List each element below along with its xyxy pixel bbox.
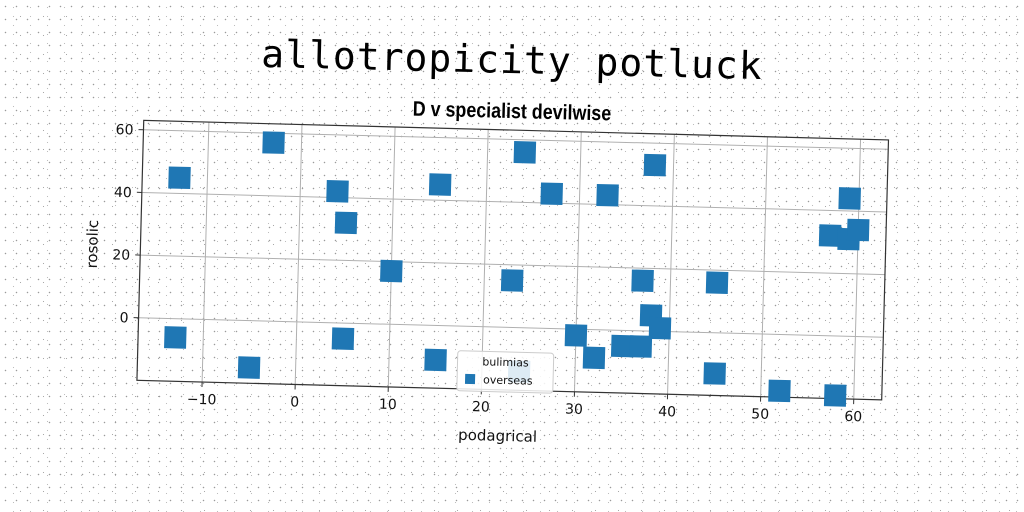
x-tick-label: 60	[844, 409, 862, 425]
scatter-point	[334, 211, 358, 235]
y-tick-label: 20	[112, 247, 130, 263]
y-tick-label: 0	[119, 310, 128, 326]
scatter-point	[582, 346, 606, 370]
scatter-point	[610, 334, 634, 358]
x-tick-label: 30	[565, 402, 583, 418]
x-gridline	[573, 131, 582, 392]
scatter-point	[643, 153, 667, 177]
x-gridline	[480, 129, 489, 390]
x-axis-label: podagrical	[458, 426, 537, 446]
legend-box	[456, 350, 555, 394]
scatter-point	[326, 180, 349, 203]
x-gridline	[667, 134, 675, 395]
scatter-point	[424, 348, 447, 372]
x-gridline	[201, 122, 210, 383]
scatter-point	[331, 327, 355, 351]
scatter-point	[540, 182, 563, 206]
y-gridline	[141, 191, 887, 213]
scatter-point	[596, 183, 619, 207]
legend-label-overseas: overseas	[483, 373, 533, 387]
tick-layer: −10 0 10 20 30 40 50 60 0 20 40 60	[112, 122, 862, 425]
y-gridline	[140, 254, 885, 276]
y-gridline	[138, 317, 884, 338]
x-tick-label: −10	[187, 392, 217, 409]
scatter-point	[500, 269, 524, 292]
x-tick-label: 10	[379, 397, 397, 413]
plot-group: −10 0 10 20 30 40 50 60 0 20 40 60 podagrical rosol…	[83, 119, 890, 446]
scatter-point	[428, 173, 452, 196]
points-layer	[164, 131, 870, 407]
scatter-point	[818, 224, 842, 247]
scatter-point	[168, 166, 191, 190]
scatter-point	[262, 131, 285, 154]
x-gridline	[760, 136, 768, 397]
x-tick-label: 20	[472, 399, 490, 415]
y-axis-label: rosolic	[83, 220, 102, 269]
scatter-point	[705, 271, 729, 294]
scatter-point	[380, 259, 403, 283]
x-gridline	[853, 139, 862, 400]
scatter-point	[648, 316, 672, 340]
legend-marker-overseas	[464, 373, 476, 385]
x-tick-label: 50	[751, 406, 769, 422]
x-tick-label: 0	[290, 394, 299, 410]
scatter-point	[823, 384, 847, 407]
scatter-point	[564, 324, 588, 347]
scatter-point	[631, 269, 654, 293]
y-tick-label: 60	[115, 122, 133, 138]
scatter-point	[237, 356, 261, 379]
scatter-point	[164, 326, 187, 349]
x-gridline	[294, 124, 303, 385]
scatter-point	[629, 335, 653, 358]
legend-title: bulimias	[482, 355, 529, 369]
scatter-point	[846, 218, 870, 242]
scatter-point	[703, 362, 726, 385]
x-gridline	[387, 126, 396, 387]
scatter-point	[513, 141, 537, 164]
x-tick-label: 40	[658, 404, 676, 420]
scatter-point	[768, 379, 791, 403]
legend: bulimias overseas	[456, 350, 555, 394]
scatter-point	[838, 187, 861, 210]
y-tick-label: 40	[114, 185, 132, 201]
